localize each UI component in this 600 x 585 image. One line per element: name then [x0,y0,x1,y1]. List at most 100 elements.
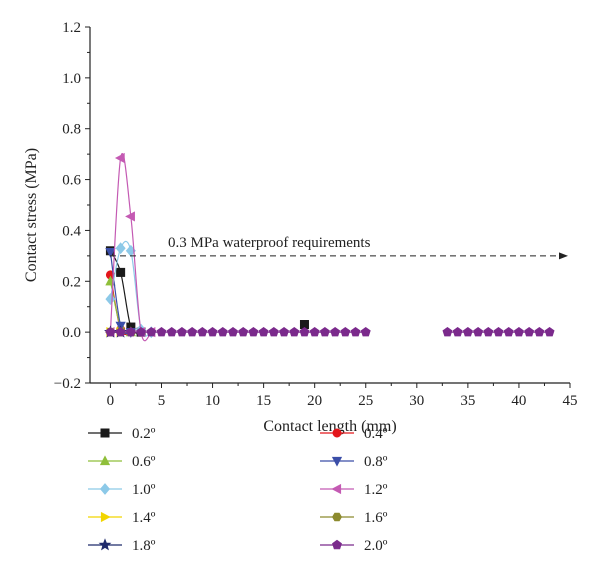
legend-item: 1.0º [88,482,156,498]
data-point [105,247,116,258]
data-point [114,152,125,164]
y-tick-label: 0.6 [62,173,81,189]
data-point [146,326,157,337]
legend-label: 0.6º [132,454,156,470]
legend-swatch-marker [99,455,111,466]
data-point [238,326,249,337]
data-point [248,326,259,337]
legend-item: 1.6º [320,510,388,526]
legend-label: 1.0º [132,482,156,498]
y-tick-label: −0.2 [54,376,81,392]
x-tick-label: 40 [511,393,526,409]
data-point [289,326,300,337]
data-point [228,326,238,337]
x-tick-label: 35 [460,393,475,409]
data-point [136,326,147,337]
data-point [115,326,126,337]
data-point [197,326,208,337]
data-point [176,326,187,337]
legend-label: 2.0º [364,538,388,554]
legend-swatch-marker [331,456,343,467]
data-point [513,326,524,337]
data-point [493,326,504,337]
data-point [217,326,228,337]
data-point [299,326,310,337]
legend-swatch-marker [332,512,342,522]
legend-swatch-marker [331,483,342,495]
legend-item: 1.8º [88,538,156,554]
data-point [503,326,514,337]
ticks: 0 5 10 15 20 25 30 35 40 45 −0.2 0.0 0.2 0.4 0.6 0.8 1.0… [54,20,578,409]
series-2-0- [105,326,555,337]
data-point [207,326,218,337]
waterproof-threshold-label: 0.3 MPa waterproof requirements [168,235,371,251]
legend-label: 0.2º [132,426,156,442]
x-tick-label: 20 [307,393,322,409]
y-tick-label: 1.0 [62,71,81,87]
x-tick-label: 5 [158,393,166,409]
legend-item: 1.2º [320,482,388,498]
waterproof-threshold-arrowhead [559,252,568,260]
legend-label: 1.4º [132,510,156,526]
data-point [125,211,135,222]
legend-item: 0.6º [88,454,156,470]
legend-label: 0.4º [364,426,388,442]
legend-swatch-marker [99,483,111,495]
data-point [279,326,289,337]
data-point [340,326,351,337]
annotation: 0.3 MPa waterproof requirements [110,235,568,260]
data-point [452,326,463,337]
x-tick-label: 30 [409,393,424,409]
data-point [442,326,453,337]
legend-label: 1.2º [364,482,388,498]
data-point [534,326,545,337]
legend-swatch-marker [332,428,342,438]
data-point [268,326,279,337]
data-point [309,326,320,337]
data-point [473,326,484,337]
x-tick-label: 15 [256,393,271,409]
data-point [524,326,535,337]
data-point [462,326,473,337]
data-point [319,326,330,337]
legend: 0.2º 0.4º 0.6º 0.8º 1.0º 1.2º 1.4º 1.6º 1.8º 2.0º [88,426,388,554]
y-axis-title: Contact stress (MPa) [23,148,40,282]
legend-swatch-marker [100,511,111,523]
legend-label: 1.6º [364,510,388,526]
legend-item: 0.8º [320,454,388,470]
y-tick-label: 0.0 [62,325,81,341]
data-point [156,326,167,337]
data-point [187,326,198,337]
data-point [125,326,136,337]
data-point [330,326,341,337]
data-point [258,326,269,337]
legend-swatch-marker [100,428,110,438]
legend-item: 0.2º [88,426,156,442]
data-point [105,293,116,306]
x-tick-label: 10 [205,393,220,409]
legend-item: 1.4º [88,510,156,526]
data-point [544,326,555,337]
legend-swatch-marker [332,539,342,550]
data-point [483,326,494,337]
data-point [115,242,126,255]
legend-item: 0.4º [320,426,388,442]
x-axis-title: Contact length (mm) [263,418,396,435]
data-point [360,326,371,337]
y-tick-label: 0.2 [62,274,81,290]
legend-label: 1.8º [132,538,156,554]
x-tick-label: 45 [563,393,578,409]
y-tick-label: 0.8 [62,122,81,138]
data-point [116,267,126,277]
data-point [166,326,177,337]
series-layer [104,152,555,342]
x-tick-label: 0 [107,393,115,409]
data-point [105,326,116,337]
legend-label: 0.8º [364,454,388,470]
x-tick-label: 25 [358,393,373,409]
y-tick-label: 1.2 [62,20,81,36]
legend-item: 2.0º [320,538,388,554]
data-point [350,326,361,337]
legend-swatch-marker [98,538,112,551]
